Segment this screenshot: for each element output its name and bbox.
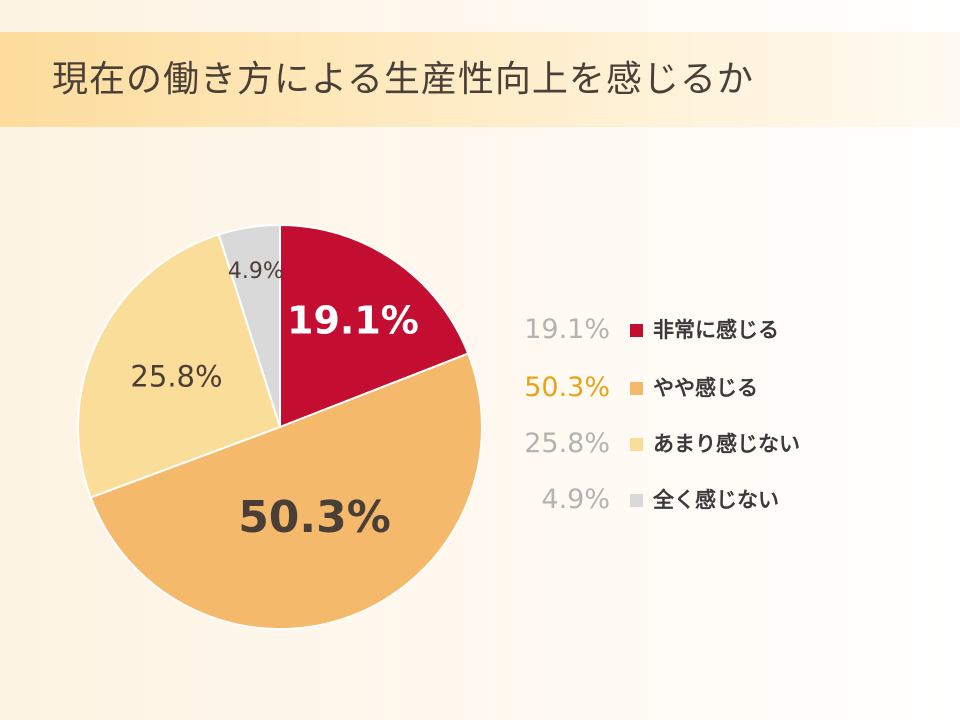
legend-percentage: 4.9% bbox=[541, 484, 610, 515]
legend-percentage: 19.1% bbox=[524, 314, 610, 345]
legend-label: 全く感じない bbox=[653, 488, 779, 512]
legend-percentage: 25.8% bbox=[524, 428, 610, 459]
legend-item-not-much: 25.8% あまり感じない bbox=[500, 424, 920, 464]
pie-data-label-4: 4.9% bbox=[228, 259, 284, 284]
legend-item-somewhat: 50.3% やや感じる bbox=[500, 368, 920, 408]
title-band: 現在の働き方による生産性向上を感じるか bbox=[0, 32, 960, 127]
pie-slice-1 bbox=[279, 223, 470, 429]
pie-slice-4 bbox=[217, 223, 281, 428]
legend-swatch bbox=[630, 324, 643, 337]
pie-slice-2 bbox=[89, 352, 483, 631]
legend-label: 非常に感じる bbox=[653, 318, 779, 342]
legend-swatch bbox=[630, 494, 643, 507]
legend-item-not-at-all: 4.9% 全く感じない bbox=[500, 480, 920, 520]
legend-percentage: 50.3% bbox=[524, 372, 610, 403]
legend-label: やや感じる bbox=[653, 376, 758, 400]
legend-item-very: 19.1% 非常に感じる bbox=[500, 310, 920, 350]
legend-swatch bbox=[630, 438, 643, 451]
legend-label: あまり感じない bbox=[653, 432, 800, 456]
legend-swatch bbox=[630, 382, 643, 395]
pie-data-label-2: 50.3% bbox=[238, 492, 391, 543]
pie-data-label-3: 25.8% bbox=[130, 360, 222, 394]
pie-slice-3 bbox=[77, 233, 282, 499]
page-title: 現在の働き方による生産性向上を感じるか bbox=[52, 59, 754, 100]
pie-data-label-1: 19.1% bbox=[287, 298, 419, 342]
